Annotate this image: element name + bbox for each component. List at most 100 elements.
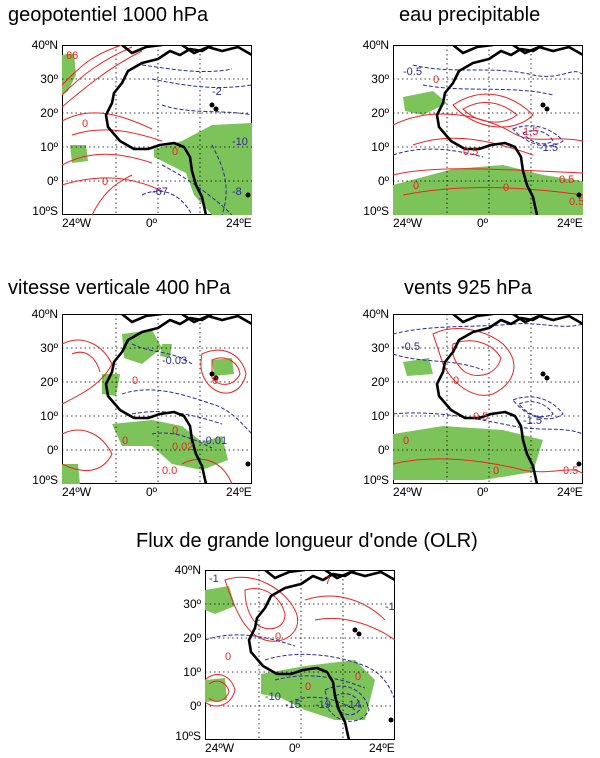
y-tick-label: 0º — [189, 699, 201, 713]
x-tick-label: 24ºW — [62, 485, 92, 499]
negative-contour — [512, 396, 564, 420]
island — [356, 631, 362, 637]
x-tick-label: 24ºE — [226, 485, 252, 499]
positive-contour — [62, 339, 113, 405]
contour-label: 0 — [305, 681, 311, 693]
x-tick-label: 0º — [146, 216, 158, 230]
positive-contour — [71, 129, 163, 142]
island — [576, 192, 582, 198]
positive-contour — [452, 340, 502, 376]
y-tick-label: 20º — [371, 106, 389, 120]
island — [576, 461, 582, 467]
panel-title-vertical-velocity: vitesse verticale 400 hPa — [8, 277, 231, 299]
africa-coastline — [247, 570, 356, 740]
y-tick-label: 40ºN — [174, 563, 201, 577]
negative-contour — [121, 389, 252, 435]
positive-contour — [62, 50, 143, 108]
negative-contour — [393, 323, 583, 335]
island — [245, 192, 251, 198]
negative-contour — [294, 696, 356, 711]
contour-label: -19 — [315, 699, 331, 711]
europe-coastline — [121, 314, 252, 326]
negative-contour — [264, 653, 395, 701]
map-canvas: -0.5 0 0.5 0 -1.5 0.5 0 1.5 0.5 — [393, 45, 583, 215]
x-tick-label: 0º — [146, 485, 158, 499]
contour-label: 0.5 — [463, 146, 478, 158]
y-tick-label: 40ºN — [362, 307, 389, 321]
negative-contour — [131, 343, 193, 365]
positive-contour — [211, 357, 241, 385]
x-tick-label: 24ºE — [226, 216, 252, 230]
positive-contour — [62, 153, 153, 166]
y-tick-label: 40ºN — [31, 307, 58, 321]
map-panel-vertical-velocity: 0 -0.03 0 0 -0.01 0.02 0.0 0 40ºN 30º 20º 10º 0º 10ºS… — [32, 308, 252, 498]
x-tick-label: 24ºW — [393, 216, 423, 230]
europe-coastline — [264, 570, 395, 582]
negative-contour — [274, 675, 366, 689]
x-tick-label: 0º — [477, 485, 489, 499]
map-canvas: 0 0 0 -67 -8 -10 -2 66 — [62, 45, 252, 215]
x-tick-label: 0º — [477, 216, 489, 230]
contour-label: -0.5 — [401, 341, 420, 353]
positive-contour — [62, 177, 163, 192]
contour-label: 0 — [172, 146, 178, 158]
contour-label: -15 — [285, 699, 301, 711]
significance-patch — [403, 91, 447, 115]
negative-contour — [161, 164, 233, 215]
x-tick-label: 0º — [289, 741, 301, 755]
negative-contour — [161, 104, 252, 116]
positive-contour — [244, 588, 286, 630]
x-tick-label: 24ºE — [369, 741, 395, 755]
positive-contour — [181, 458, 233, 484]
contour-label: 0 — [275, 631, 281, 643]
x-tick-label: 24ºE — [557, 216, 583, 230]
contour-label: -8 — [232, 186, 242, 198]
y-tick-label: 30º — [371, 341, 389, 355]
negative-contour — [141, 64, 233, 73]
contour-label: 0.5 — [569, 196, 583, 208]
island — [209, 102, 215, 108]
positive-contour — [62, 46, 133, 96]
panel-title-precipitable-water: eau precipitable — [399, 4, 541, 26]
africa-coastline — [435, 314, 544, 484]
positive-contour — [208, 680, 230, 702]
positive-contour — [452, 93, 534, 128]
contour-label: -0.03 — [162, 355, 187, 367]
y-tick-label: 40ºN — [362, 38, 389, 52]
contour-label: -1.5 — [523, 415, 542, 427]
significance-patch — [62, 464, 80, 484]
significance-patch — [403, 358, 433, 376]
island — [352, 627, 358, 633]
significance-patch — [205, 586, 235, 614]
negative-contour — [522, 130, 554, 145]
positive-contour — [224, 576, 299, 642]
contour-label: 0 — [212, 375, 218, 387]
positive-contour — [393, 168, 583, 176]
positive-contour — [200, 349, 247, 394]
y-tick-label: 30º — [183, 597, 201, 611]
y-tick-label: 20º — [40, 106, 58, 120]
y-tick-label: 10ºS — [363, 204, 389, 218]
y-tick-label: 0º — [377, 443, 389, 457]
contour-label: 0 — [122, 435, 128, 447]
contour-label: 0.0 — [162, 465, 177, 477]
y-tick-label: 20º — [371, 375, 389, 389]
africa-coastline — [435, 45, 544, 215]
negative-contour — [412, 64, 583, 77]
contour-label: 0 — [355, 671, 361, 683]
positive-contour — [205, 674, 236, 707]
positive-contour — [402, 187, 583, 196]
positive-contour — [71, 351, 101, 373]
contour-label: 0 — [453, 375, 459, 387]
negative-contour — [324, 685, 370, 722]
contour-label: 0.02 — [172, 441, 193, 453]
europe-coastline — [121, 45, 252, 57]
y-tick-label: 0º — [46, 174, 58, 188]
contour-label: 0 — [132, 375, 138, 387]
europe-coastline — [452, 45, 583, 57]
contour-label: -10 — [265, 691, 281, 703]
y-tick-label: 0º — [377, 174, 389, 188]
contour-label: 1.5 — [523, 126, 538, 138]
positive-contour — [393, 113, 583, 142]
y-tick-label: 10º — [371, 140, 389, 154]
